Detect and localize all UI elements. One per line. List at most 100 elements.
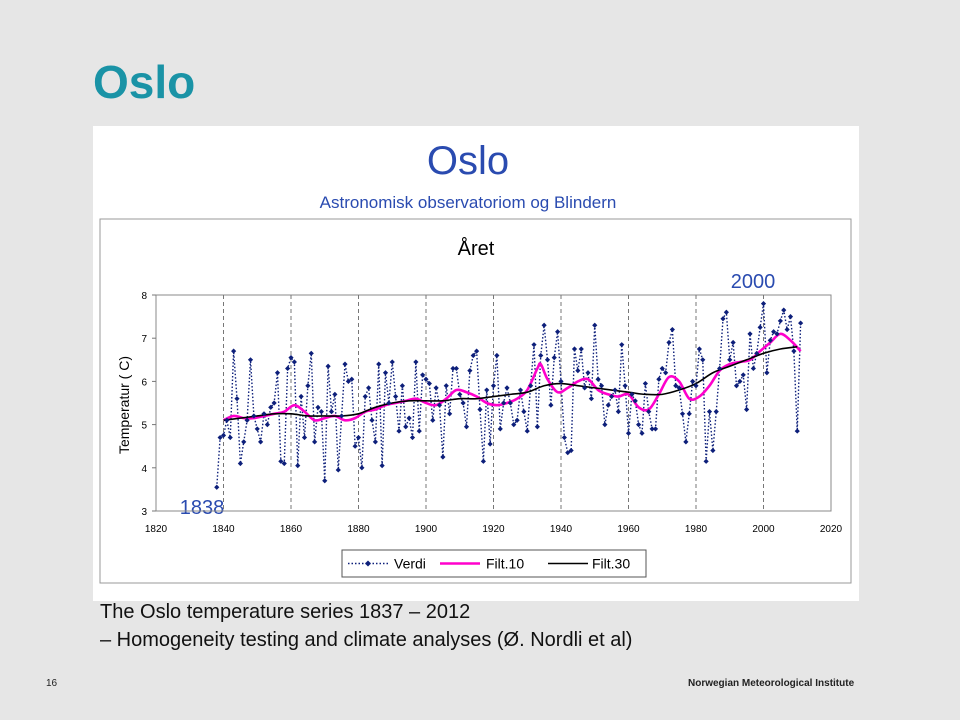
verdi-point <box>747 331 753 337</box>
verdi-point <box>335 467 341 473</box>
verdi-point <box>480 458 486 464</box>
verdi-point <box>393 393 399 400</box>
verdi-point <box>619 342 625 348</box>
verdi-point <box>339 413 345 419</box>
y-axis-label: Temperatur ( C) <box>116 356 132 454</box>
verdi-point <box>555 329 561 335</box>
verdi-point <box>450 365 456 372</box>
verdi-point <box>274 370 281 376</box>
verdi-point <box>484 387 490 393</box>
verdi-point <box>548 402 554 408</box>
verdi-point <box>426 380 432 387</box>
verdi-point <box>271 400 277 406</box>
legend-verdi-label: Verdi <box>394 556 426 572</box>
verdi-point <box>710 447 716 454</box>
verdi-point <box>737 378 743 384</box>
verdi-point <box>690 378 696 384</box>
verdi-point <box>352 443 358 449</box>
y-tick-label: 4 <box>141 464 147 475</box>
verdi-point <box>264 422 270 428</box>
verdi-point <box>322 478 328 484</box>
verdi-point <box>254 426 260 432</box>
verdi-point <box>423 376 429 382</box>
verdi-point <box>399 383 405 389</box>
verdi-point <box>534 424 540 430</box>
caption-line-2: – Homogeneity testing and climate analys… <box>100 629 633 651</box>
chart-panel: Oslo Astronomisk observatoriom og Blinde… <box>93 126 859 601</box>
verdi-point <box>217 434 223 441</box>
verdi-point <box>507 400 513 406</box>
verdi-point <box>642 380 648 387</box>
verdi-point <box>396 428 402 434</box>
verdi-point <box>744 406 750 413</box>
verdi-point <box>244 417 250 423</box>
verdi-point <box>659 365 665 372</box>
verdi-point <box>703 458 709 464</box>
annotation-1838: 1838 <box>180 497 225 519</box>
verdi-point <box>281 460 287 467</box>
legend-filt30-label: Filt.30 <box>592 556 630 572</box>
legend-box <box>341 549 647 578</box>
verdi-point <box>430 417 436 423</box>
verdi-point <box>673 383 679 389</box>
verdi-point <box>224 417 230 423</box>
verdi-point <box>636 422 642 428</box>
verdi-point <box>278 458 284 464</box>
verdi-point <box>490 383 497 389</box>
verdi-point <box>460 400 466 406</box>
verdi-point <box>639 430 645 436</box>
x-tick-label: 1940 <box>550 524 573 535</box>
chart-title: Oslo <box>427 139 509 183</box>
series-verdi-line <box>216 303 802 488</box>
verdi-point <box>713 409 719 415</box>
verdi-point <box>615 409 621 415</box>
verdi-point <box>764 370 770 376</box>
legend-verdi-marker <box>365 560 371 567</box>
verdi-point <box>291 359 297 365</box>
verdi-point <box>504 385 510 391</box>
verdi-point <box>501 400 507 406</box>
verdi-point <box>733 383 740 389</box>
verdi-point <box>487 441 493 447</box>
x-tick-label: 1900 <box>415 524 438 535</box>
verdi-point <box>457 391 463 397</box>
y-tick-label: 5 <box>141 421 147 432</box>
verdi-point <box>386 400 392 406</box>
verdi-point <box>568 447 574 454</box>
verdi-point <box>663 370 669 376</box>
verdi-point <box>598 383 605 389</box>
verdi-point <box>524 428 530 434</box>
verdi-point <box>544 357 551 363</box>
series-filt10-line <box>222 332 802 422</box>
verdi-point <box>328 409 335 415</box>
plot-frame <box>99 218 852 584</box>
verdi-point <box>669 326 675 333</box>
verdi-point <box>632 398 638 404</box>
verdi-point <box>656 376 662 382</box>
x-tick-label: 1820 <box>145 524 168 535</box>
verdi-point <box>720 316 726 322</box>
verdi-point <box>781 307 787 313</box>
verdi-point <box>288 355 294 361</box>
plot-title: Året <box>458 237 495 260</box>
verdi-point <box>683 439 689 445</box>
legend-filt10-label: Filt.10 <box>486 556 524 572</box>
verdi-point <box>517 387 524 393</box>
x-tick-label: 1960 <box>617 524 640 535</box>
verdi-point <box>625 430 632 436</box>
verdi-point <box>234 396 240 402</box>
verdi-point <box>285 365 291 372</box>
verdi-point <box>774 331 780 337</box>
verdi-point <box>362 393 368 400</box>
verdi-point <box>541 322 547 328</box>
verdi-point <box>406 415 412 421</box>
verdi-point <box>588 396 594 402</box>
verdi-point <box>582 385 588 391</box>
verdi-point <box>612 387 618 393</box>
verdi-point <box>561 434 567 441</box>
series-filt30-line <box>223 346 798 422</box>
verdi-point <box>305 383 311 389</box>
x-tick-label: 1860 <box>280 524 303 535</box>
caption-line-1: The Oslo temperature series 1837 – 2012 <box>100 601 471 623</box>
y-tick-label: 7 <box>141 334 147 345</box>
